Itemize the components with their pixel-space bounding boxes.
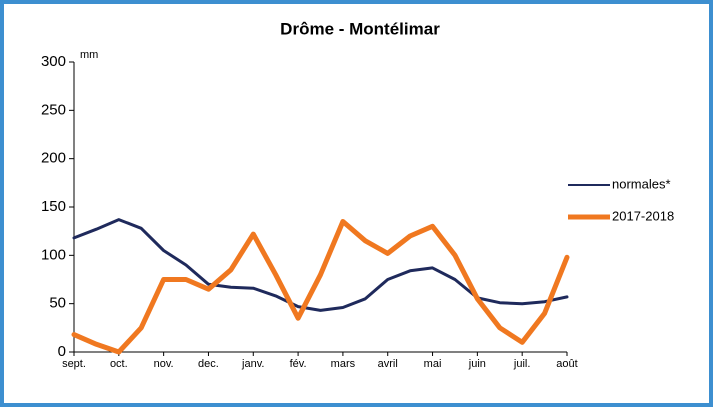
y-tick-label: 300 (41, 53, 66, 70)
x-tick-label: dec. (198, 358, 219, 370)
legend-label: normales* (612, 176, 671, 191)
chart-title: Drôme - Montélimar (280, 19, 440, 38)
y-tick-label: 50 (49, 295, 66, 312)
x-tick-label: mars (331, 358, 356, 370)
line-series (71, 219, 570, 355)
line-series (72, 218, 569, 312)
x-tick-label: mai (424, 358, 442, 370)
x-tick-label: oct. (110, 358, 128, 370)
legend-label: 2017-2018 (612, 208, 674, 223)
x-tick-label: août (556, 358, 577, 370)
x-tick-label: juil. (513, 358, 531, 370)
x-tick-label: juin (468, 358, 486, 370)
y-tick-label: 250 (41, 101, 66, 118)
y-tick-label: 200 (41, 150, 66, 167)
x-tick-label: janv. (241, 358, 264, 370)
y-tick-label: 100 (41, 246, 66, 263)
y-tick-label: 0 (58, 343, 66, 360)
x-tick-label: nov. (154, 358, 174, 370)
x-tick-label: sept. (62, 358, 86, 370)
x-tick-label: fév. (290, 358, 307, 370)
x-tick-label: avril (378, 358, 398, 370)
y-unit: mm (80, 49, 98, 61)
y-tick-label: 150 (41, 198, 66, 215)
